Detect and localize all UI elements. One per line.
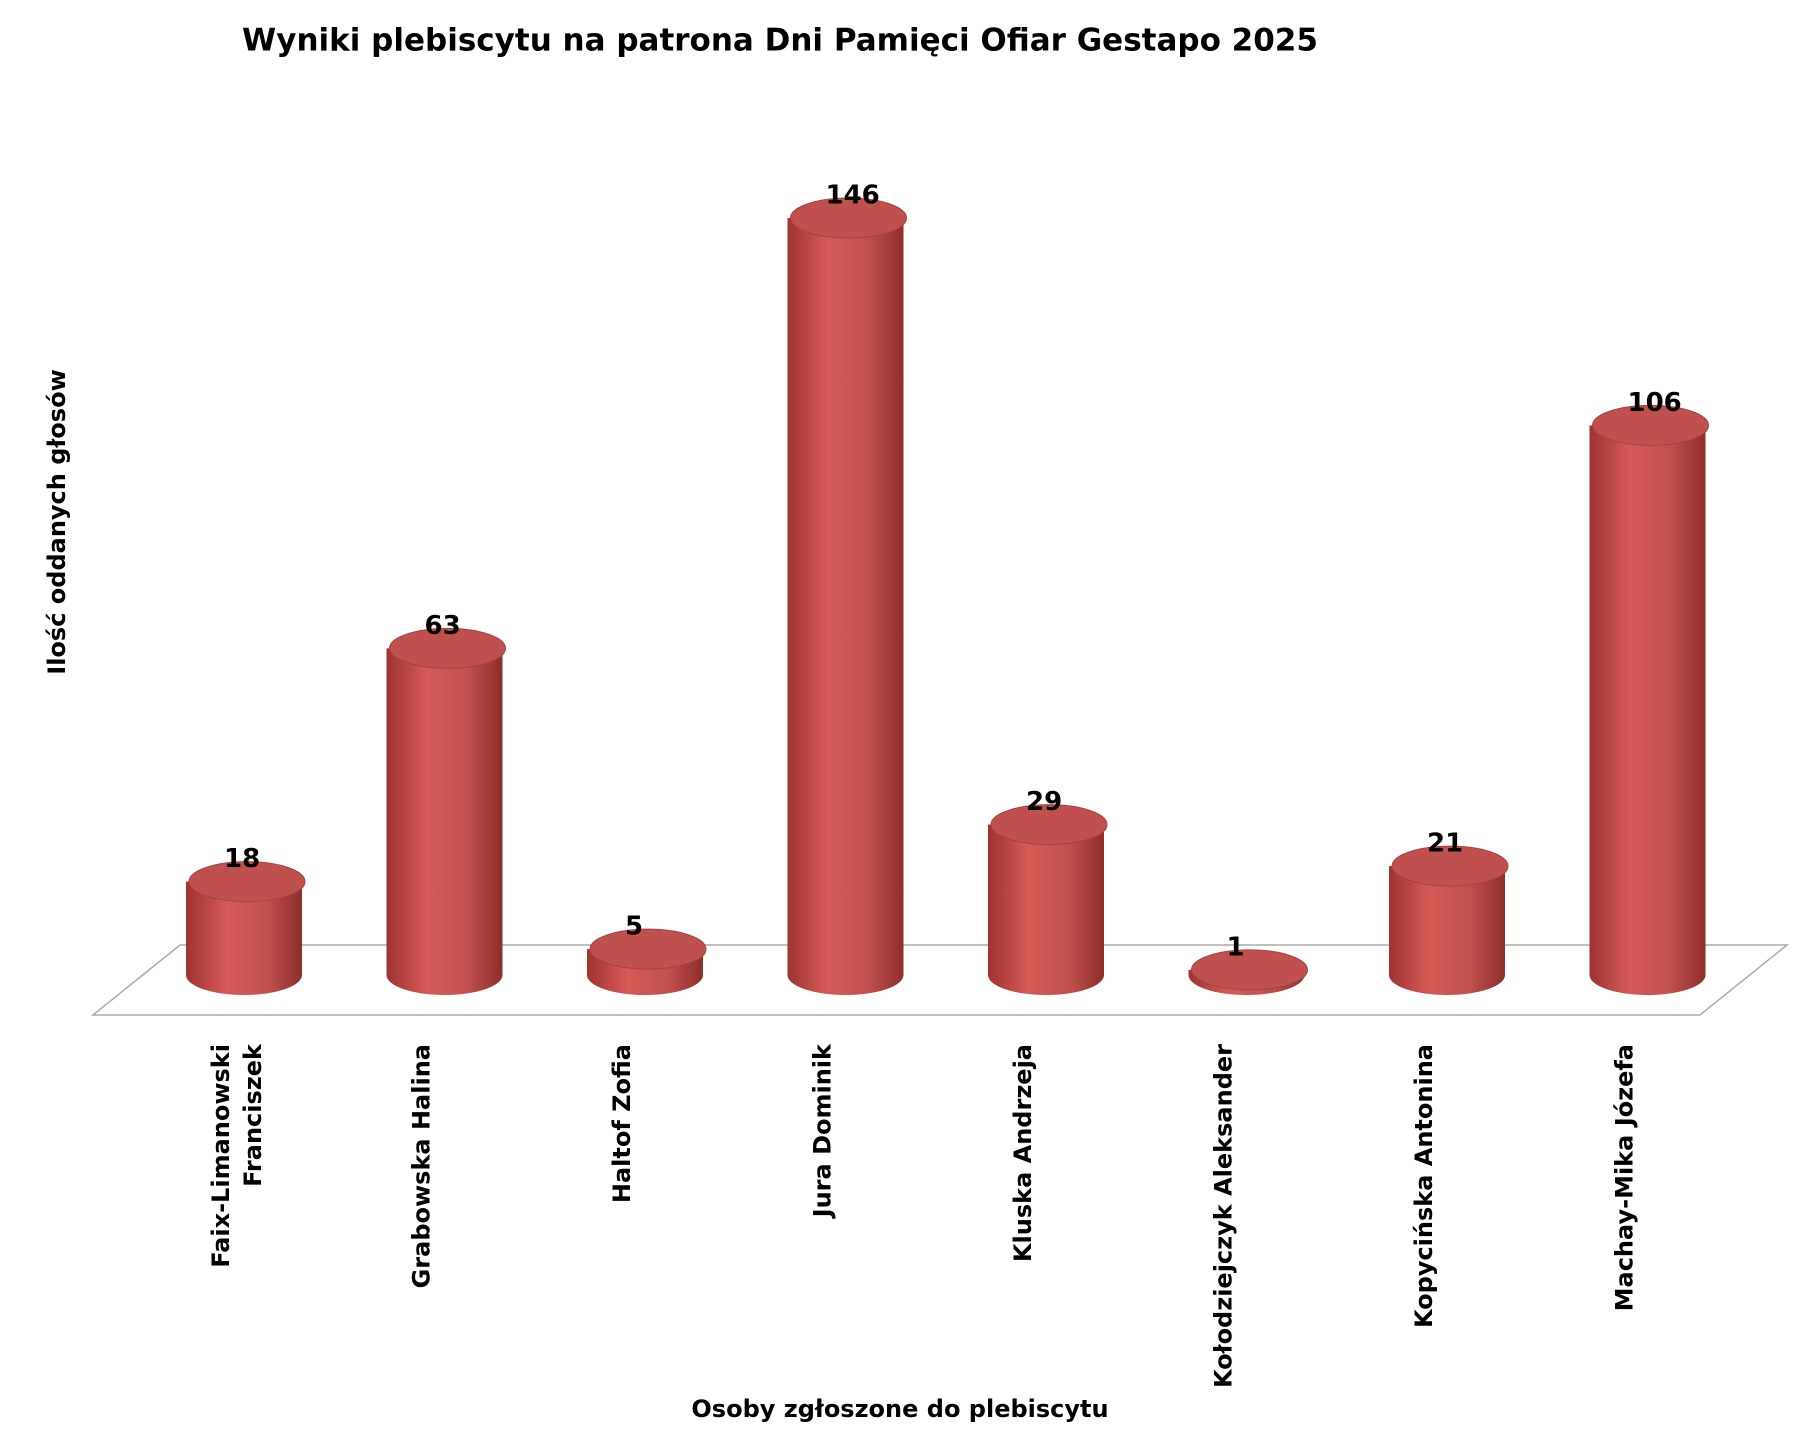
chart-title: Wyniki plebiscytu na patrona Dni Pamięci…: [242, 23, 1318, 59]
bar: [1389, 866, 1505, 995]
value-label: 1: [1227, 932, 1245, 962]
bar: [1589, 425, 1706, 996]
value-label: 21: [1427, 829, 1463, 859]
x-tick-label: Kluska Andrzeja: [1009, 1044, 1037, 1262]
bar-top: [389, 627, 506, 669]
x-tick-label: Kołodziejczyk Aleksander: [1210, 1044, 1238, 1388]
x-axis-label: Osoby zgłoszone do plebiscytu: [691, 1395, 1108, 1423]
value-label: 106: [1628, 388, 1682, 418]
bar: [787, 218, 904, 995]
x-tick-label: Faix-Limanowski Franciszek: [207, 1043, 267, 1268]
x-tick-label: Grabowska Halina: [408, 1044, 436, 1288]
floor: [90, 944, 1790, 1016]
x-tick-label: Jura Dominik: [809, 1043, 837, 1219]
value-label: 63: [425, 611, 461, 641]
bar-top: [1191, 949, 1308, 991]
value-label: 18: [224, 844, 260, 874]
value-label: 29: [1026, 787, 1062, 817]
y-axis-label: Ilość oddanych głosów: [43, 369, 71, 674]
x-tick-label: Kopycińska Antonina: [1410, 1044, 1438, 1328]
value-label: 146: [826, 181, 880, 211]
x-tick-label: Haltof Zofia: [608, 1044, 636, 1203]
bar-top: [990, 804, 1108, 846]
bar-top: [1592, 404, 1709, 446]
bar: [988, 824, 1104, 995]
bar-top: [188, 861, 306, 903]
value-label: 5: [625, 912, 643, 942]
x-tick-label: Machay-Mika Józefa: [1611, 1044, 1639, 1311]
bar: [386, 648, 503, 995]
bar-top: [589, 928, 707, 970]
bar-top: [790, 197, 907, 239]
bar: [186, 881, 302, 995]
bar-top: [1391, 845, 1509, 887]
